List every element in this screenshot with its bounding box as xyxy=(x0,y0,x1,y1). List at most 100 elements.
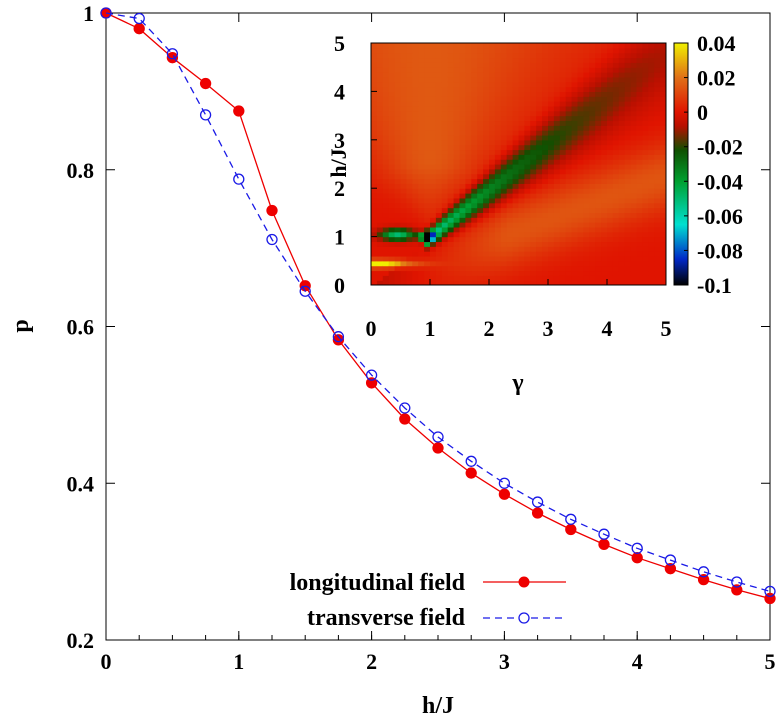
heatmap-cell xyxy=(500,241,508,247)
heatmap-cell xyxy=(536,202,543,209)
heatmap-cell xyxy=(559,197,567,204)
heatmap-cell xyxy=(589,57,596,63)
heatmap-cell xyxy=(553,251,561,257)
heatmap-cell xyxy=(400,207,407,213)
heatmap-cell xyxy=(583,217,590,223)
heatmap-cell xyxy=(465,212,472,218)
heatmap-cell xyxy=(636,159,643,165)
heatmap-cell xyxy=(642,67,649,73)
heatmap-cell xyxy=(553,212,561,218)
heatmap-cell xyxy=(430,260,437,267)
heatmap-cell xyxy=(553,236,561,243)
heatmap-cell xyxy=(595,154,602,160)
heatmap-cell xyxy=(453,241,461,247)
heatmap-cell xyxy=(494,168,502,175)
heatmap-cell xyxy=(530,212,537,218)
heatmap-cell xyxy=(412,130,419,136)
heatmap-cell xyxy=(536,226,543,233)
heatmap-cell xyxy=(559,251,567,257)
heatmap-cell xyxy=(388,47,396,54)
heatmap-cell xyxy=(636,149,643,155)
heatmap-cell xyxy=(453,130,461,136)
heatmap-cell xyxy=(624,265,632,272)
heatmap-cell xyxy=(412,144,419,151)
heatmap-cell xyxy=(518,120,525,126)
heatmap-cell xyxy=(536,260,543,267)
heatmap-cell xyxy=(601,183,608,189)
heatmap-cell xyxy=(376,67,384,73)
heatmap-cell xyxy=(630,164,638,170)
heatmap-cell xyxy=(542,246,549,252)
heatmap-cell xyxy=(548,164,555,170)
heatmap-cell xyxy=(595,193,602,199)
heatmap-cell xyxy=(601,125,608,131)
heatmap-cell xyxy=(400,76,407,83)
x-tick-label: 5 xyxy=(765,649,776,674)
heatmap-cell xyxy=(642,270,649,276)
heatmap-cell xyxy=(607,52,614,59)
heatmap-cell xyxy=(624,183,632,189)
heatmap-cell xyxy=(612,188,620,194)
heatmap-cell xyxy=(612,236,620,243)
heatmap-cell xyxy=(483,280,490,285)
heatmap-cell xyxy=(435,188,443,194)
heatmap-cell xyxy=(435,76,443,83)
heatmap-cell xyxy=(595,183,602,189)
heatmap-cell xyxy=(394,134,402,141)
heatmap-cell xyxy=(388,280,396,285)
heatmap-cell xyxy=(589,197,596,204)
heatmap-cell xyxy=(642,130,649,136)
heatmap-cell xyxy=(524,159,531,165)
heatmap-cell xyxy=(624,125,632,131)
heatmap-cell xyxy=(424,255,431,262)
heatmap-cell xyxy=(607,246,614,252)
data-point-transverse xyxy=(166,48,179,60)
heatmap-cell xyxy=(453,202,461,209)
heatmap-cell xyxy=(394,76,402,83)
heatmap-cell xyxy=(477,275,484,281)
heatmap-cell xyxy=(542,183,549,189)
heatmap-cell xyxy=(630,275,638,281)
heatmap-cell xyxy=(483,260,490,267)
heatmap-cell xyxy=(435,260,443,267)
heatmap-cell xyxy=(553,168,561,175)
heatmap-cell xyxy=(595,52,602,59)
heatmap-cell xyxy=(618,193,626,199)
heatmap-cell xyxy=(477,193,484,199)
heatmap-cell xyxy=(630,57,638,63)
heatmap-cell xyxy=(406,251,413,257)
heatmap-cell xyxy=(400,251,407,257)
heatmap-cell xyxy=(530,275,537,281)
data-point-transverse xyxy=(664,554,677,566)
heatmap-cell xyxy=(612,125,620,131)
heatmap-cell xyxy=(530,76,537,83)
heatmap-cell xyxy=(388,130,396,136)
heatmap-cell xyxy=(648,280,655,285)
heatmap-cell xyxy=(565,62,573,68)
heatmap-cell xyxy=(612,183,620,189)
heatmap-cell xyxy=(542,149,549,155)
heatmap-cell xyxy=(512,96,520,102)
heatmap-cell xyxy=(648,76,655,83)
heatmap-cell xyxy=(530,260,537,267)
heatmap-cell xyxy=(660,72,666,78)
heatmap-cell xyxy=(441,96,449,102)
heatmap-cell xyxy=(559,173,567,180)
data-point-transverse xyxy=(399,402,411,414)
heatmap-cell xyxy=(459,52,466,59)
heatmap-cell xyxy=(430,81,437,88)
heatmap-cell xyxy=(660,178,666,184)
heatmap-cell xyxy=(624,193,632,199)
heatmap-cell xyxy=(500,72,508,78)
heatmap-cell xyxy=(530,178,537,184)
heatmap-cell xyxy=(571,67,579,73)
heatmap-cell xyxy=(601,231,608,238)
series-line-transverse xyxy=(105,12,771,593)
heatmap-cell xyxy=(406,173,413,180)
heatmap-cell xyxy=(388,139,396,146)
heatmap-cell xyxy=(430,173,437,180)
data-point-longitudinal xyxy=(498,488,511,500)
heatmap-cell xyxy=(447,197,455,204)
heatmap-cell xyxy=(630,91,638,97)
heatmap-cell xyxy=(542,125,549,131)
